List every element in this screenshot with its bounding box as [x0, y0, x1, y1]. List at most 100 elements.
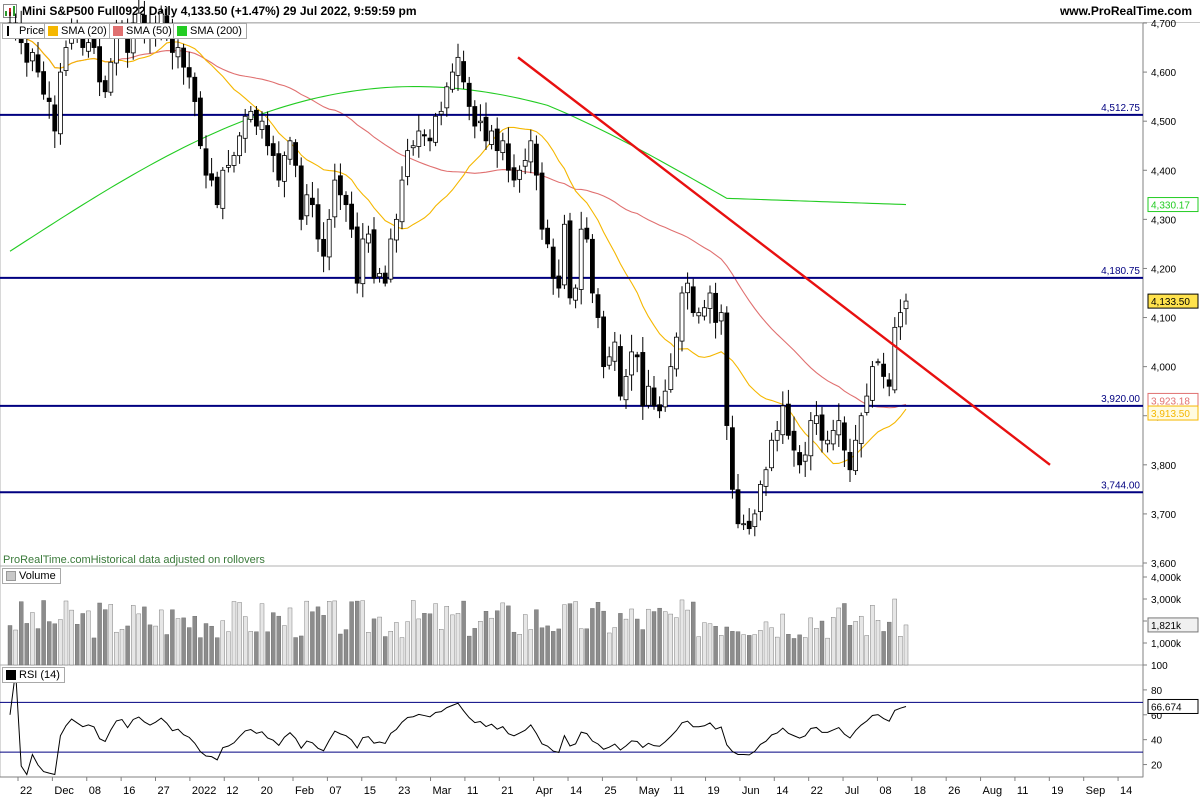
candle-body	[354, 226, 360, 284]
volume-bar	[315, 606, 321, 666]
volume-bar	[763, 621, 769, 666]
candle-body	[774, 430, 780, 441]
sma20-last-value: 3,913.50	[1151, 409, 1190, 420]
volume-bar	[567, 603, 573, 666]
candle-body	[685, 282, 690, 294]
volume-bar	[108, 604, 114, 666]
price-last-value-bg	[1147, 293, 1199, 309]
volume-bar	[433, 603, 438, 666]
candle-body	[545, 227, 550, 245]
x-tick-label: 14	[776, 785, 788, 797]
candle-body	[618, 346, 623, 397]
price-tick-label: 4,700	[1151, 19, 1176, 30]
volume-bar	[696, 636, 701, 666]
rsi-tick-label: 60	[1151, 711, 1163, 722]
candle-body	[847, 451, 853, 471]
legend-price-swatch	[7, 26, 9, 36]
volume-bar	[114, 631, 119, 666]
x-tick-label: Dec	[54, 785, 74, 797]
volume-bar	[618, 613, 623, 666]
candle-body	[797, 452, 802, 466]
level-label: 3,744.00	[1101, 480, 1140, 491]
level-label: 4,512.75	[1101, 103, 1140, 114]
volume-bar	[825, 637, 830, 666]
candle-body	[281, 155, 287, 182]
candle-body	[646, 385, 651, 406]
candle-body	[209, 173, 215, 181]
price-tick-label: 4,300	[1151, 215, 1176, 226]
volume-bar	[663, 611, 668, 666]
legend-volume[interactable]: Volume	[2, 568, 61, 584]
candle-body	[472, 106, 478, 127]
volume-tick-label: 4,000k	[1151, 573, 1182, 584]
volume-bar	[842, 603, 847, 666]
volume-bar	[411, 600, 416, 666]
candle-body	[584, 227, 590, 240]
site-url[interactable]: www.ProRealTime.com	[1059, 4, 1192, 18]
volume-bar	[209, 625, 214, 666]
candle-body	[466, 82, 472, 107]
volume-bar	[102, 609, 108, 666]
volume-bar	[545, 625, 550, 666]
volume-bar	[859, 615, 864, 666]
volume-bar	[343, 629, 349, 666]
volume-bar	[623, 618, 629, 666]
volume-bar	[803, 637, 808, 666]
volume-bar	[299, 635, 304, 666]
volume-bar	[584, 628, 589, 666]
candle-body	[802, 454, 808, 462]
legend-volume-label: Volume	[19, 570, 56, 582]
price-tick-label: 4,100	[1151, 314, 1176, 325]
legend-sma200[interactable]: SMA (200)	[173, 23, 247, 39]
candle-body	[46, 97, 52, 102]
x-tick-label: 22	[811, 785, 823, 797]
volume-bar	[287, 607, 293, 666]
price-tick-label: 3,800	[1151, 461, 1176, 472]
volume-bar	[769, 627, 774, 666]
candle-body	[35, 54, 41, 73]
volume-bar	[394, 622, 399, 666]
volume-bar	[237, 602, 242, 666]
volume-bar	[903, 624, 909, 666]
rsi-last-value: 66.674	[1151, 702, 1182, 713]
x-tick-label: Feb	[295, 785, 314, 797]
volume-bar	[780, 613, 785, 666]
candle-body	[881, 363, 886, 377]
candle-body	[696, 312, 702, 317]
candle-body	[780, 405, 786, 436]
candle-body	[388, 238, 394, 280]
volume-bar	[383, 636, 388, 666]
rsi-last-bg	[1147, 698, 1199, 714]
volume-last-value: 1,821k	[1151, 621, 1182, 632]
legend-sma50[interactable]: SMA (50)	[109, 23, 177, 39]
legend-sma20[interactable]: SMA (20)	[44, 23, 112, 39]
volume-bar	[338, 633, 343, 666]
legend-price-label: Price	[19, 25, 45, 37]
volume-bar	[136, 613, 142, 666]
candle-body	[405, 150, 411, 177]
volume-bar	[366, 632, 371, 666]
volume-bar	[355, 600, 360, 666]
price-tick-label: 3,700	[1151, 510, 1176, 521]
volume-bar	[226, 631, 231, 666]
candle-body	[332, 179, 338, 218]
sma20-line	[9, 24, 907, 465]
volume-bar	[371, 618, 377, 666]
volume-bar	[198, 637, 203, 666]
legend-price[interactable]: Price	[2, 23, 50, 39]
candle-body	[337, 175, 343, 196]
candle-body	[500, 140, 506, 154]
volume-bar	[30, 612, 35, 666]
legend-rsi[interactable]: RSI (14)	[2, 667, 65, 683]
candle-body	[253, 109, 259, 127]
volume-bar	[422, 613, 427, 666]
volume-bar	[293, 637, 298, 666]
candle-body	[505, 143, 511, 171]
candle-body	[741, 523, 746, 526]
volume-bar	[472, 628, 477, 666]
volume-bar	[405, 621, 410, 666]
volume-bar	[248, 631, 254, 666]
candle-body	[455, 56, 461, 76]
volume-bar	[853, 621, 858, 666]
